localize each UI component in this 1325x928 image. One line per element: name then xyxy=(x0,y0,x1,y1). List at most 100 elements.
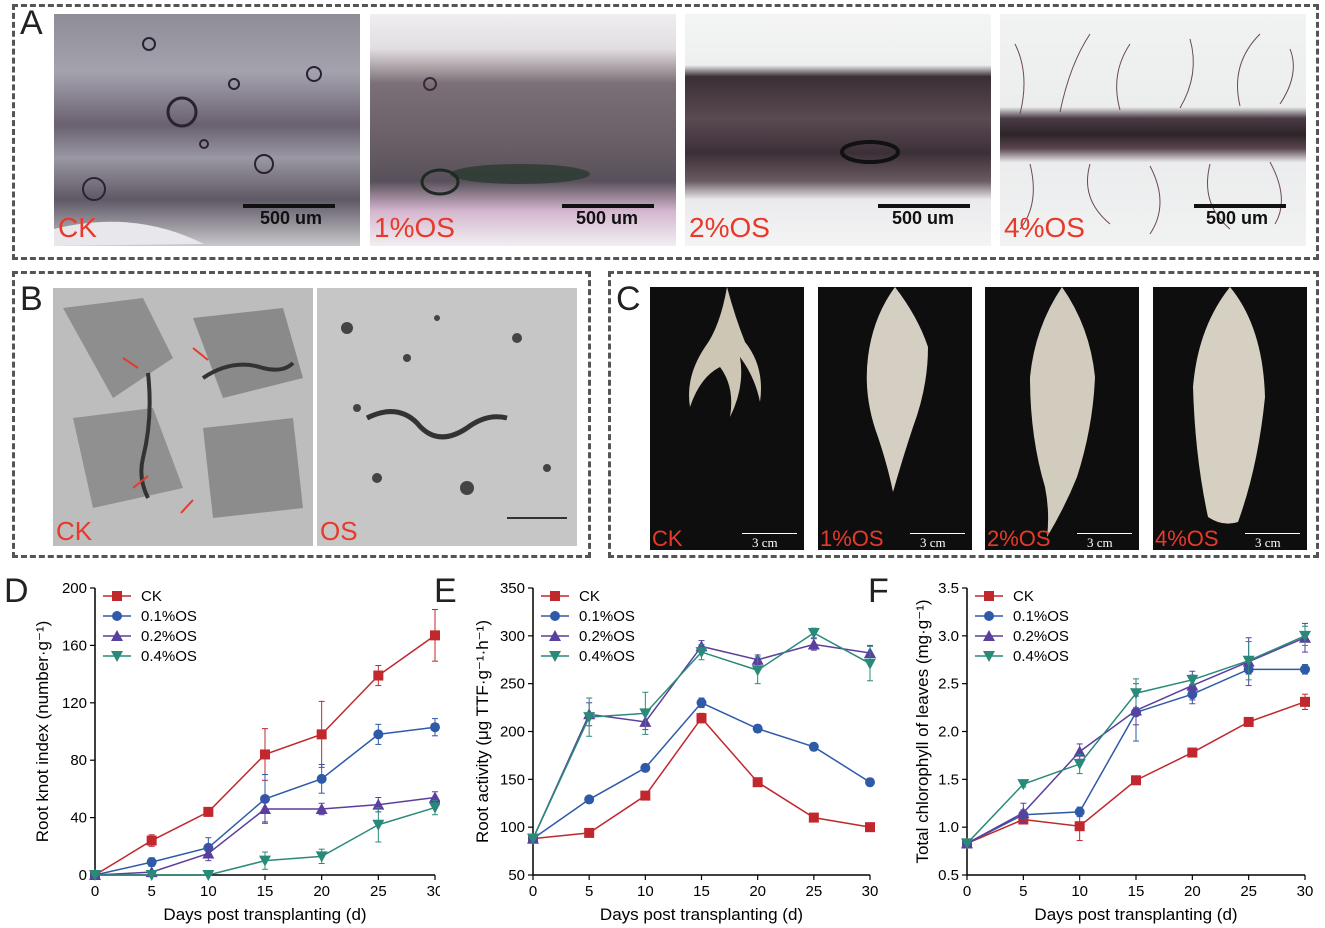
legend-marker xyxy=(983,630,995,641)
x-tick-label: 0 xyxy=(529,883,537,900)
scale-bar-label: 500 um xyxy=(1206,208,1269,228)
x-tick-label: 30 xyxy=(427,883,440,900)
x-tick-label: 25 xyxy=(370,883,387,900)
x-tick-label: 25 xyxy=(805,883,822,900)
legend-label: 0.4%OS xyxy=(1013,648,1069,665)
series-0.4%OS xyxy=(961,625,1311,850)
scale-bar xyxy=(910,533,965,534)
data-point xyxy=(1187,747,1198,758)
y-axis-title: Root activity (μg TTF·g⁻¹·h⁻¹) xyxy=(473,620,492,843)
legend-marker xyxy=(549,651,561,662)
data-point xyxy=(259,802,271,814)
scale-bar xyxy=(878,204,970,208)
data-point xyxy=(1186,674,1199,686)
x-tick-label: 15 xyxy=(693,883,710,900)
data-point xyxy=(808,812,819,823)
panel-a-label: A xyxy=(20,4,43,42)
legend-label: 0.2%OS xyxy=(141,628,197,645)
data-point xyxy=(1074,821,1085,832)
y-tick-label: 3.0 xyxy=(938,628,959,645)
data-point xyxy=(373,670,384,681)
x-tick-label: 10 xyxy=(1071,883,1088,900)
scale-bar xyxy=(1077,533,1132,534)
panel-f-label: F xyxy=(868,572,889,610)
y-tick-label: 2.0 xyxy=(938,724,959,741)
condition-label: CK xyxy=(58,212,97,243)
data-point xyxy=(202,870,215,881)
data-point xyxy=(807,638,820,650)
scale-bar-label: 500 um xyxy=(892,208,955,228)
data-point xyxy=(430,722,440,733)
data-point xyxy=(259,855,271,867)
data-point xyxy=(1131,775,1141,786)
scale-bar xyxy=(243,204,335,208)
data-point xyxy=(1300,664,1310,675)
scale-bar-label: 500 um xyxy=(576,208,639,228)
x-tick-label: 20 xyxy=(1184,883,1201,900)
scale-bar-label: 3 cm xyxy=(1255,535,1281,550)
data-point xyxy=(1017,806,1030,818)
legend-marker xyxy=(549,630,561,641)
panel-c-label: C xyxy=(616,280,641,318)
condition-label: 2%OS xyxy=(689,212,770,243)
y-tick-label: 100 xyxy=(500,819,525,836)
data-point xyxy=(429,791,440,803)
data-point xyxy=(315,851,328,863)
data-point xyxy=(640,790,651,801)
data-point xyxy=(202,847,215,859)
data-point xyxy=(1130,704,1142,716)
y-axis-title: Root knot index (number·g⁻¹) xyxy=(33,621,52,843)
scale-bar-label: 3 cm xyxy=(752,535,778,550)
chart-root-knot-index: 0 40 80 120 160 200 0 5 10 15 20 25 30 Days post tran… xyxy=(33,580,440,924)
data-point xyxy=(203,806,214,817)
series-0.4%OS xyxy=(527,627,876,845)
data-point xyxy=(316,773,327,784)
legend-label: 0.2%OS xyxy=(579,628,635,645)
x-axis-title: Days post transplanting (d) xyxy=(163,905,366,924)
legend-label: 0.1%OS xyxy=(579,608,635,625)
legend-marker xyxy=(111,630,123,641)
x-tick-label: 0 xyxy=(91,883,99,900)
x-tick-label: 30 xyxy=(1297,883,1314,900)
x-tick-label: 15 xyxy=(1128,883,1145,900)
data-point xyxy=(751,665,764,677)
data-point xyxy=(583,712,596,724)
x-tick-label: 15 xyxy=(257,883,274,900)
panel-a-frame xyxy=(12,4,1319,260)
legend-label: 0.1%OS xyxy=(1013,608,1069,625)
data-point xyxy=(89,870,101,881)
data-point xyxy=(146,835,157,846)
data-point xyxy=(695,647,708,659)
series-line xyxy=(532,643,871,839)
chart-total-chlorophyll: 0.5 1.0 1.5 2.0 2.5 3.0 3.5 0 5 10 15 20 25 30 Days po… xyxy=(913,580,1314,924)
data-point xyxy=(316,729,327,740)
data-point xyxy=(372,819,385,831)
x-tick-label: 20 xyxy=(749,883,766,900)
scale-bar xyxy=(562,204,654,208)
legend-label: 0.4%OS xyxy=(141,648,197,665)
panel-b-label: B xyxy=(20,280,43,318)
series-0.4%OS xyxy=(89,799,440,881)
root-photo-1pct-os xyxy=(818,287,972,550)
legend-marker xyxy=(112,611,122,621)
data-point xyxy=(1073,759,1086,771)
data-point xyxy=(864,658,876,670)
legend-marker xyxy=(550,611,560,621)
y-tick-label: 120 xyxy=(62,695,87,712)
data-point xyxy=(696,697,707,708)
legend-marker xyxy=(984,591,994,601)
y-tick-label: 150 xyxy=(500,771,525,788)
data-point xyxy=(752,777,763,788)
x-tick-label: 10 xyxy=(200,883,217,900)
x-tick-label: 0 xyxy=(963,883,971,900)
scale-bar-label: 3 cm xyxy=(1087,535,1113,550)
y-tick-label: 3.5 xyxy=(938,580,959,597)
series-line xyxy=(532,716,871,840)
x-tick-label: 10 xyxy=(637,883,654,900)
y-tick-label: 0.5 xyxy=(938,867,959,884)
scale-bar xyxy=(1245,533,1300,534)
x-tick-label: 30 xyxy=(862,883,879,900)
root-photo-2pct-os xyxy=(985,287,1139,550)
root-photo-4pct-os xyxy=(1153,287,1307,550)
legend-label: 0.4%OS xyxy=(579,648,635,665)
